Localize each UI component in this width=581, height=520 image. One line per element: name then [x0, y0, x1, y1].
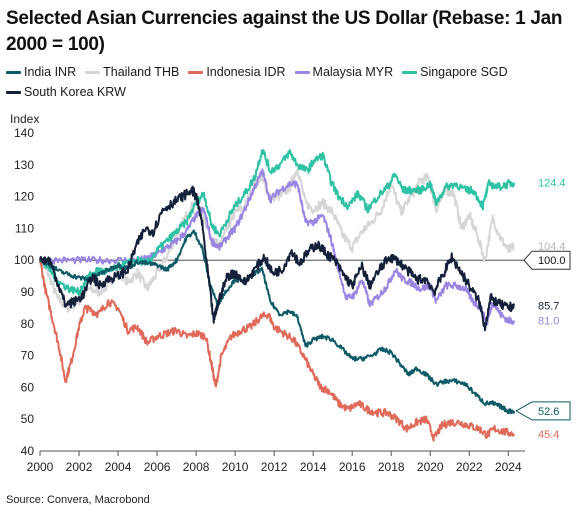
legend-label: Indonesia IDR	[206, 65, 286, 79]
x-tick-label: 2010	[222, 460, 249, 474]
legend-item: South Korea KRW	[6, 83, 126, 101]
legend-swatch	[6, 90, 21, 94]
x-tick-label: 2012	[261, 460, 288, 474]
x-tick-label: 2014	[300, 460, 327, 474]
chart-legend: India INR Thailand THB Indonesia IDR Malays…	[6, 63, 576, 101]
end-label: 85.7	[538, 301, 559, 313]
legend-label: Malaysia MYR	[312, 65, 394, 79]
reference-label-box	[523, 250, 571, 270]
x-tick-label: 2022	[456, 460, 483, 474]
x-tick-label: 2002	[66, 460, 93, 474]
end-label: 81.0	[538, 316, 559, 328]
legend-item: Indonesia IDR	[188, 63, 286, 81]
legend-swatch	[6, 70, 21, 74]
chart-title: Selected Asian Currencies against the US…	[6, 8, 563, 55]
x-tick-label: 2008	[183, 460, 210, 474]
y-axis-label: Index	[10, 112, 39, 126]
y-tick-label: 90	[21, 285, 35, 299]
series-line	[39, 229, 516, 415]
y-tick-label: 60	[21, 380, 35, 394]
series-line	[39, 260, 516, 442]
x-tick-label: 2004	[105, 460, 132, 474]
legend-item: Singapore SGD	[402, 63, 508, 81]
y-tick-label: 50	[21, 412, 35, 426]
x-tick-label: 2024	[495, 460, 522, 474]
x-tick-label: 2020	[417, 460, 444, 474]
series-line	[39, 185, 516, 332]
legend-swatch	[188, 70, 204, 74]
chart-source: Source: Convera, Macrobond	[6, 494, 150, 506]
end-label: 124.4	[538, 178, 566, 190]
y-tick-label: 140	[14, 126, 34, 140]
legend-item: India INR	[6, 63, 76, 81]
end-label: 45.4	[538, 429, 559, 441]
y-tick-label: 40	[21, 444, 35, 458]
end-label: 104.4	[538, 241, 566, 253]
legend-swatch	[85, 70, 101, 74]
legend-swatch	[402, 70, 418, 74]
series-line	[39, 149, 516, 296]
y-tick-label: 80	[21, 317, 35, 331]
y-tick-label: 110	[15, 221, 34, 235]
legend-item: Thailand THB	[85, 63, 179, 81]
x-tick-label: 2016	[339, 460, 366, 474]
y-tick-label: 70	[21, 349, 35, 363]
legend-swatch	[294, 70, 310, 74]
x-tick-label: 2018	[378, 460, 405, 474]
legend-label: Singapore SGD	[420, 65, 508, 79]
end-label: 52.6	[538, 406, 559, 418]
series-line	[39, 168, 516, 326]
x-tick-label: 2000	[27, 460, 54, 474]
y-tick-label: 100	[14, 253, 34, 267]
reference-label: 100.0	[538, 255, 566, 267]
y-tick-label: 120	[14, 190, 34, 204]
legend-item: Malaysia MYR	[294, 63, 394, 81]
legend-label: South Korea KRW	[24, 85, 126, 99]
y-tick-label: 130	[14, 158, 34, 172]
x-tick-label: 2006	[144, 460, 171, 474]
legend-label: India INR	[24, 65, 77, 79]
end-label-box	[515, 401, 571, 421]
legend-label: Thailand THB	[103, 65, 180, 79]
